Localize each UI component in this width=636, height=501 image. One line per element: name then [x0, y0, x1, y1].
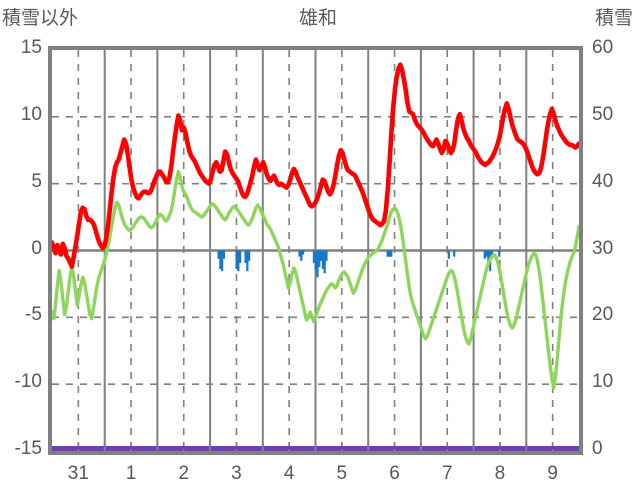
y-tick-right: 50 [592, 103, 614, 125]
plot-area [48, 46, 583, 455]
y-tick-left: 5 [31, 170, 42, 192]
plot-canvas [52, 50, 579, 451]
x-tick: 1 [125, 463, 137, 484]
x-tick: 5 [336, 463, 348, 484]
y-tick-left: 15 [20, 37, 42, 58]
min-temp-line [52, 169, 579, 390]
x-tick-marks [77, 443, 554, 455]
y-tick-left: 10 [20, 103, 42, 125]
x-tick: 4 [283, 463, 295, 484]
y-tick-right: 30 [592, 237, 614, 259]
max-temp-line [52, 62, 579, 269]
x-tick: 7 [441, 463, 453, 484]
y-tick-right: 0 [592, 438, 603, 459]
x-tick: 6 [389, 463, 400, 484]
x-tick: 2 [178, 463, 190, 484]
x-tick: 8 [494, 463, 506, 484]
x-tick: 31 [67, 463, 89, 484]
x-tick: 9 [547, 463, 558, 484]
y-tick-right: 10 [592, 371, 614, 393]
y-tick-left: 0 [31, 237, 42, 259]
y-tick-left: -10 [14, 371, 42, 393]
y-tick-right: 20 [592, 304, 614, 326]
y-tick-right: 40 [592, 170, 614, 192]
y-tick-left: -15 [14, 438, 42, 459]
chart-svg [52, 50, 579, 451]
precipitation-bars [217, 250, 501, 278]
right-axis-title: 積雪 [594, 8, 633, 29]
left-axis-title: 積雪以外 [2, 8, 79, 29]
x-tick: 3 [231, 463, 242, 484]
y-tick-left: -5 [25, 304, 42, 326]
y-tick-right: 60 [592, 37, 614, 58]
page-title: 雄和 [298, 8, 337, 29]
